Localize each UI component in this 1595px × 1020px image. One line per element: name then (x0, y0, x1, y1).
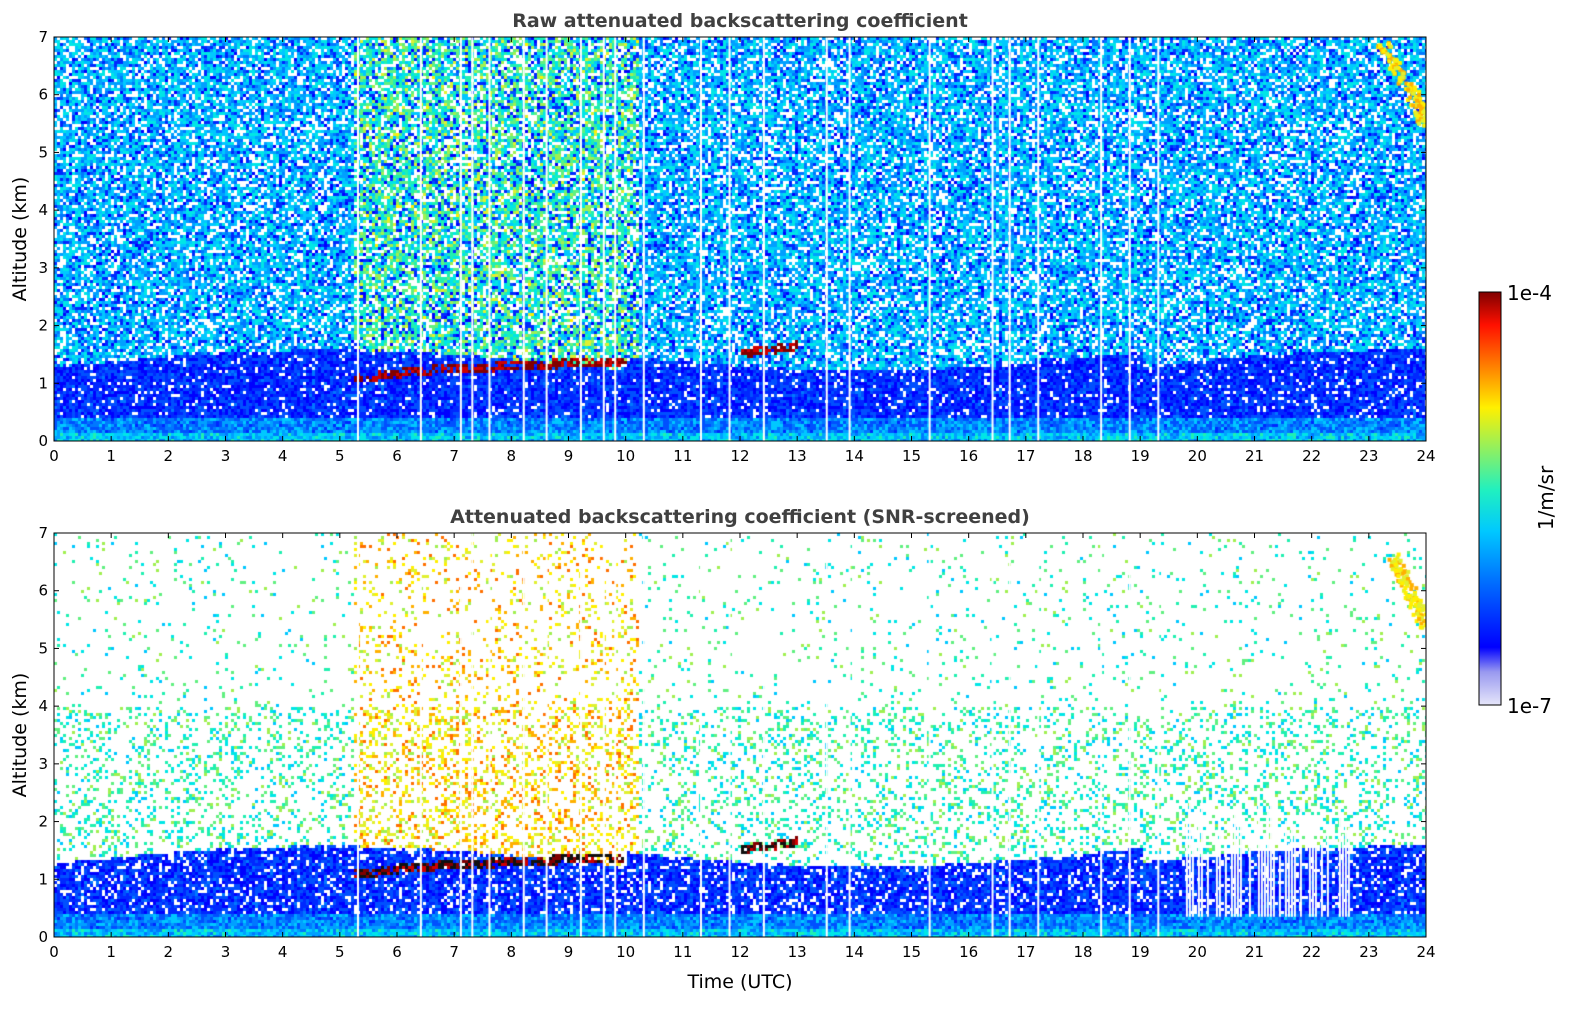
y-tick-label: 2 (38, 317, 48, 335)
x-tick-label: 2 (164, 447, 174, 465)
x-tick-label: 7 (449, 943, 459, 961)
x-tick-label: 23 (1359, 943, 1378, 961)
y-tick-label: 6 (38, 86, 48, 104)
y-tick-label: 4 (38, 201, 48, 219)
x-tick-label: 16 (959, 943, 978, 961)
x-tick-label: 2 (164, 943, 174, 961)
x-tick-label: 0 (49, 447, 59, 465)
x-tick-label: 6 (392, 943, 402, 961)
x-tick-label: 20 (1188, 943, 1207, 961)
x-tick-label: 14 (845, 943, 864, 961)
heatmap-cells (54, 533, 1426, 937)
x-tick-label: 12 (730, 943, 749, 961)
x-tick-label: 20 (1188, 447, 1207, 465)
panel-screened: Attenuated backscattering coefficient (S… (9, 506, 1436, 993)
x-tick-label: 4 (278, 447, 288, 465)
y-tick-label: 6 (38, 582, 48, 600)
heatmap-raw (54, 37, 1426, 441)
x-tick-label: 11 (673, 447, 692, 465)
chart-title: Attenuated backscattering coefficient (S… (450, 506, 1030, 528)
heatmap-cells (54, 37, 1426, 441)
y-tick-label: 7 (38, 28, 48, 46)
x-tick-label: 22 (1302, 943, 1321, 961)
y-tick-label: 5 (38, 639, 48, 657)
x-axis-label: Time (UTC) (686, 971, 792, 993)
x-tick-label: 12 (730, 447, 749, 465)
x-tick-label: 4 (278, 943, 288, 961)
y-axis-label: Altitude (km) (9, 177, 31, 302)
x-axis: 0 1 2 3 4 5 6 7 8 9 10 11 12 13 14 15 16 17 18 19 20 21 22 23 24 (49, 533, 1436, 961)
x-tick-label: 11 (673, 943, 692, 961)
y-tick-label: 5 (38, 143, 48, 161)
x-tick-label: 6 (392, 447, 402, 465)
x-tick-label: 21 (1245, 943, 1264, 961)
x-tick-label: 10 (616, 943, 635, 961)
y-tick-label: 3 (38, 755, 48, 773)
colorbar-unit-label: 1/m/sr (1534, 465, 1558, 530)
y-tick-label: 3 (38, 259, 48, 277)
x-tick-label: 19 (1131, 943, 1150, 961)
x-axis: 0 1 2 3 4 5 6 7 8 9 10 11 12 13 14 15 16 17 18 19 20 21 22 23 24 (49, 37, 1436, 465)
x-tick-label: 10 (616, 447, 635, 465)
x-tick-label: 19 (1131, 447, 1150, 465)
x-tick-label: 8 (507, 447, 517, 465)
y-axis-label: Altitude (km) (9, 673, 31, 798)
y-tick-label: 7 (38, 524, 48, 542)
x-tick-label: 1 (106, 447, 116, 465)
y-tick-label: 4 (38, 697, 48, 715)
x-tick-label: 9 (564, 447, 574, 465)
x-tick-label: 5 (335, 943, 345, 961)
x-tick-label: 0 (49, 943, 59, 961)
x-tick-label: 24 (1416, 943, 1435, 961)
x-tick-label: 9 (564, 943, 574, 961)
x-tick-label: 14 (845, 447, 864, 465)
x-tick-label: 21 (1245, 447, 1264, 465)
x-tick-label: 18 (1073, 943, 1092, 961)
y-tick-label: 1 (38, 374, 48, 392)
chart-title: Raw attenuated backscattering coefficien… (512, 10, 968, 32)
heatmap-screened (54, 533, 1426, 937)
x-tick-label: 23 (1359, 447, 1378, 465)
x-tick-label: 16 (959, 447, 978, 465)
y-axis: 0 1 2 3 4 5 6 7 (38, 28, 1426, 450)
x-tick-label: 8 (507, 943, 517, 961)
x-tick-label: 13 (788, 943, 807, 961)
x-tick-label: 15 (902, 447, 921, 465)
colorbar-min-label: 1e-7 (1507, 694, 1552, 718)
x-tick-label: 13 (788, 447, 807, 465)
y-tick-label: 0 (38, 432, 48, 450)
x-tick-label: 24 (1416, 447, 1435, 465)
colorbar-gradient (1478, 291, 1502, 706)
x-tick-label: 5 (335, 447, 345, 465)
colorbar-max-label: 1e-4 (1507, 281, 1552, 305)
panel-raw: Raw attenuated backscattering coefficien… (9, 10, 1436, 465)
y-tick-label: 2 (38, 813, 48, 831)
x-tick-label: 3 (221, 447, 231, 465)
x-tick-label: 17 (1016, 943, 1035, 961)
x-tick-label: 1 (106, 943, 116, 961)
x-tick-label: 18 (1073, 447, 1092, 465)
x-tick-label: 7 (449, 447, 459, 465)
x-tick-label: 22 (1302, 447, 1321, 465)
x-tick-label: 3 (221, 943, 231, 961)
x-tick-label: 15 (902, 943, 921, 961)
x-tick-label: 17 (1016, 447, 1035, 465)
y-tick-label: 1 (38, 870, 48, 888)
y-tick-label: 0 (38, 928, 48, 946)
colorbar: 1e-4 1e-7 1/m/sr (1478, 281, 1558, 718)
y-axis: 0 1 2 3 4 5 6 7 (38, 524, 1426, 946)
